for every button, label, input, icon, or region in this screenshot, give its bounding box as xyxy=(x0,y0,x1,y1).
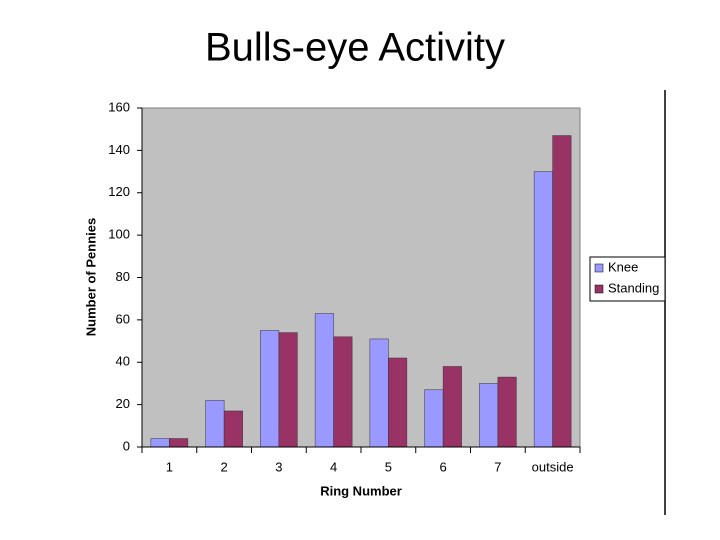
bar xyxy=(388,357,408,448)
x-tick-label: 5 xyxy=(385,459,392,474)
bar xyxy=(260,330,280,448)
y-tick-label: 100 xyxy=(108,227,130,242)
bar xyxy=(169,438,189,448)
legend-label: Knee xyxy=(608,259,638,274)
x-axis-label: Ring Number xyxy=(320,483,402,498)
bar xyxy=(552,135,572,448)
y-tick-label: 0 xyxy=(123,438,130,453)
x-tick-label: 1 xyxy=(166,459,173,474)
x-tick-label: 2 xyxy=(221,459,228,474)
bar xyxy=(278,332,298,448)
bar xyxy=(205,400,225,448)
bar xyxy=(150,438,170,448)
x-tick-label: 6 xyxy=(440,459,447,474)
bar xyxy=(497,376,517,448)
bar xyxy=(333,336,353,448)
x-tick-label: 4 xyxy=(330,459,337,474)
x-tick-label: 3 xyxy=(275,459,282,474)
chart-title: Bulls-eye Activity xyxy=(205,26,505,70)
legend-swatch xyxy=(594,284,604,294)
bar xyxy=(533,171,553,448)
y-axis-label: Number of Pennies xyxy=(83,218,98,336)
y-tick-label: 60 xyxy=(116,311,130,326)
bar xyxy=(424,389,444,448)
bar xyxy=(314,313,334,448)
legend-label: Standing xyxy=(608,280,659,295)
bar xyxy=(442,366,462,448)
y-tick-label: 120 xyxy=(108,184,130,199)
legend-swatch xyxy=(594,263,604,273)
bar xyxy=(479,383,499,448)
y-tick-label: 140 xyxy=(108,142,130,157)
y-tick-label: 20 xyxy=(116,396,130,411)
bar xyxy=(223,410,243,448)
y-tick-label: 40 xyxy=(116,354,130,369)
bar xyxy=(369,338,389,448)
x-tick-label: outside xyxy=(532,459,574,474)
y-tick-label: 160 xyxy=(108,99,130,114)
x-tick-label: 7 xyxy=(494,459,501,474)
y-tick-label: 80 xyxy=(116,269,130,284)
